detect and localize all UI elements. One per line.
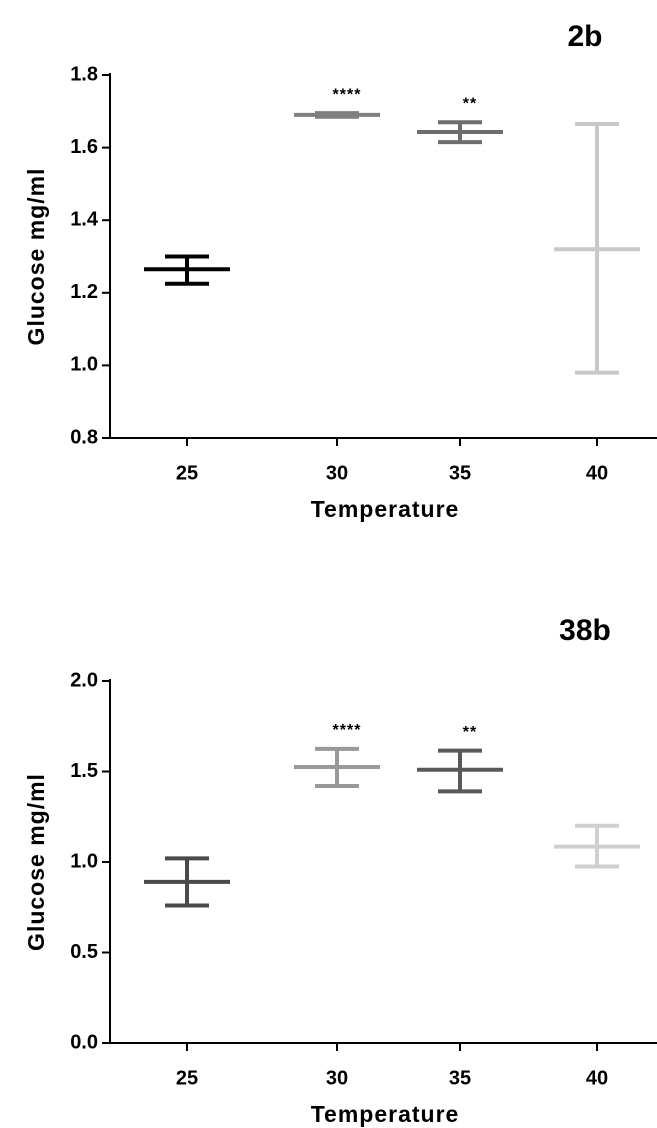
- chart-1-y-tick-label: 1.4: [70, 208, 99, 230]
- chart-1-y-tick-label: 1.2: [70, 281, 98, 303]
- chart-2-x-tick-label: 35: [449, 1067, 471, 1089]
- chart-1-y-axis-label: Glucose mg/ml: [23, 168, 49, 346]
- chart-1-y-tick-label: 1.0: [70, 354, 98, 376]
- chart-1-x-tick-label: 35: [449, 462, 471, 484]
- chart-1-significance-30: ****: [333, 86, 362, 103]
- chart-1-title: 2b: [567, 20, 602, 53]
- chart-2-y-axis-label: Glucose mg/ml: [23, 773, 49, 951]
- chart-2-y-tick-label: 0.0: [70, 1031, 98, 1053]
- chart-2-x-tick-label: 30: [326, 1067, 348, 1089]
- chart-2-x-tick-label: 25: [176, 1067, 198, 1089]
- chart-1-significance-35: **: [463, 95, 477, 112]
- chart-2-y-tick-label: 1.5: [70, 760, 98, 782]
- chart-1-x-tick-label: 30: [326, 462, 348, 484]
- chart-1-y-tick-label: 0.8: [70, 426, 98, 448]
- chart-1-x-tick-label: 40: [586, 462, 608, 484]
- chart-2-y-tick-label: 0.5: [70, 941, 98, 963]
- chart-2-title: 38b: [559, 614, 611, 647]
- chart-2-significance-30: ****: [333, 722, 362, 739]
- chart-2-y-tick-label: 1.0: [70, 850, 98, 872]
- chart-2-x-axis-label: Temperature: [311, 1101, 460, 1127]
- chart-1-y-tick-label: 1.6: [70, 136, 98, 158]
- chart-1-x-tick-label: 25: [176, 462, 198, 484]
- chart-1-x-axis-label: Temperature: [311, 496, 460, 522]
- chart-1-y-tick-label: 1.8: [70, 63, 98, 85]
- chart-2-significance-35: **: [463, 724, 477, 741]
- chart-2-x-tick-label: 40: [586, 1067, 608, 1089]
- chart-2-y-tick-label: 2.0: [70, 669, 98, 691]
